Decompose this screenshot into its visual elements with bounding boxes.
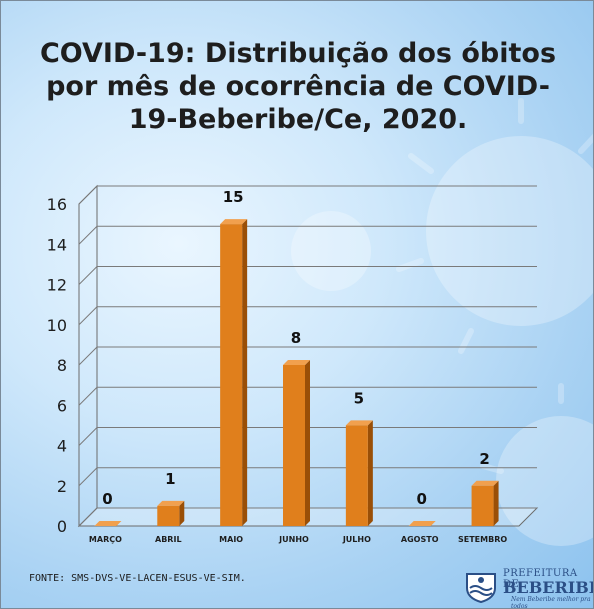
bar-side [242,219,248,526]
bar-top [94,521,122,526]
gridline-diag [78,266,98,285]
x-tick-label: SETEMBRO [458,535,507,544]
x-tick-label: ABRIL [155,535,182,544]
gridline-diag [78,185,98,205]
x-tick-label: MAIO [219,535,243,544]
data-label: 2 [479,450,489,468]
gridline-diag [78,386,98,406]
bar-top [408,521,436,526]
bar [345,425,368,526]
y-tick-label: 12 [47,276,67,295]
gridline-diag [78,346,98,366]
data-label: 15 [223,188,244,206]
y-tick-label: 14 [47,235,67,254]
bar-side [493,480,499,526]
gridline-diag [78,507,98,527]
y-tick-label: 0 [57,517,67,536]
y-tick-label: 16 [47,195,67,214]
bar-top [283,360,310,365]
data-label: 0 [102,490,112,508]
bar-side [179,500,185,526]
x-tick-label: AGOSTO [401,535,439,544]
bar-top [471,480,499,486]
x-tick-label: MARÇO [89,535,122,544]
logo-line-2: BEBERIBE [503,578,594,597]
logo-line-1: PREFEITURA DE [503,568,578,590]
bar-top [220,219,248,225]
bar [471,485,494,526]
gridline-diag [78,427,98,446]
bar-top [157,500,185,506]
x-tick-label: JUNHO [278,535,309,544]
bar-side [367,420,373,526]
bar-side [305,360,310,526]
bar [283,365,305,526]
logo-slogan: Nem Beberibe melhor pra todos [511,596,591,609]
gridline-diag [78,467,98,487]
emblem-icon [466,573,496,604]
bar-top [345,420,373,426]
y-tick-label: 8 [57,356,67,375]
y-tick-label: 10 [47,316,67,335]
data-label: 8 [291,329,301,347]
bar [220,224,243,526]
data-label: 1 [165,470,175,488]
data-label: 5 [354,389,364,407]
y-tick-label: 2 [57,477,67,496]
data-label: 0 [416,490,426,508]
gridline-diag [78,225,98,245]
gridline-diag [78,306,98,326]
y-tick-label: 6 [57,396,67,415]
chart-title: COVID-19: Distribuição dos óbitos por mê… [39,38,557,135]
source-note: FONTE: SMS-DVS-VE-LACEN-ESUS-VE-SIM. [29,573,246,584]
prefeitura-logo: PREFEITURA DE BEBERIBE Nem Beberibe melh… [463,566,594,609]
x-tick-label: JULHO [342,535,371,544]
y-tick-label: 4 [57,437,67,456]
bar [157,505,180,526]
